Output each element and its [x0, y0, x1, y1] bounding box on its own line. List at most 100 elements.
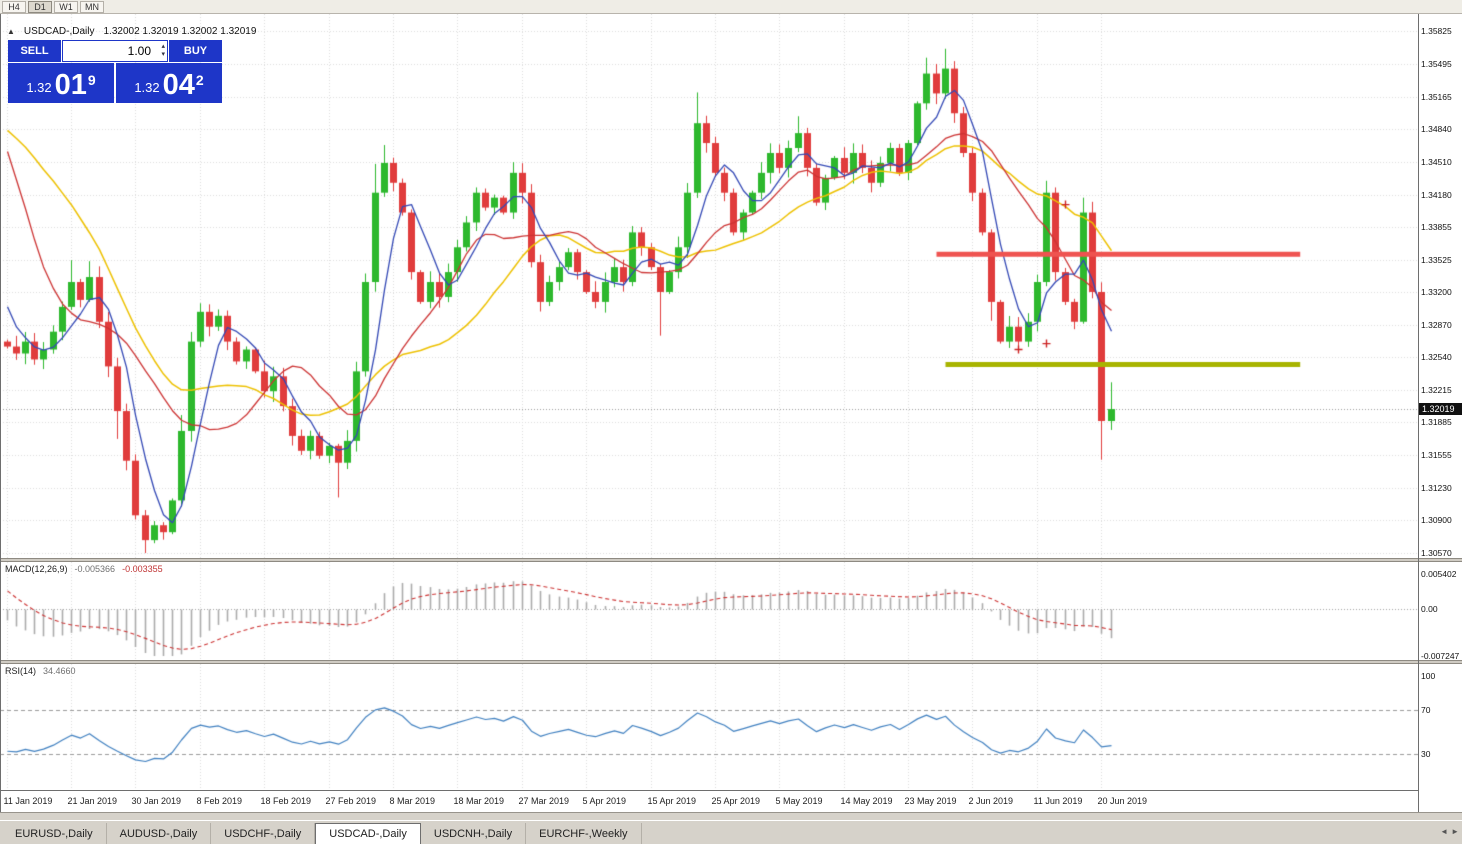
current-price-tag: 1.32019 [1419, 403, 1462, 416]
date-axis-label: 20 Jun 2019 [1097, 796, 1148, 806]
tab-scroll-left-icon[interactable]: ◄ [1440, 827, 1449, 836]
timeframe-button-h4[interactable]: H4 [2, 0, 26, 13]
macd-signal-value: -0.003355 [122, 564, 163, 574]
date-axis-label: 27 Feb 2019 [325, 796, 377, 806]
chart-title-line: ▲ USDCAD-,Daily 1.32002 1.32019 1.32002 … [7, 26, 256, 37]
price-chart-canvas[interactable] [0, 14, 1418, 558]
date-axis-label: 15 Apr 2019 [647, 796, 697, 806]
macd-scale-label: 0.00 [1421, 604, 1438, 615]
macd-scale[interactable]: 0.005402 0.00 -0.007247 [1419, 562, 1462, 661]
chart-tabs-bar: EURUSD-,Daily AUDUSD-,Daily USDCHF-,Daily U… [0, 820, 1462, 844]
date-axis-label: 27 Mar 2019 [518, 796, 570, 806]
price-scale-label: 1.31230 [1421, 482, 1452, 493]
chart-tab-eurchf-weekly[interactable]: EURCHF-,Weekly [526, 823, 642, 844]
chart-ohlc-values: 1.32002 1.32019 1.32002 1.32019 [103, 26, 257, 37]
price-scale-label: 1.31555 [1421, 450, 1452, 461]
timeframe-button-d1[interactable]: D1 [28, 0, 52, 13]
sell-price-pip-digit: 9 [87, 72, 96, 88]
price-scale-label: 1.32870 [1421, 319, 1452, 330]
date-axis-label: 21 Jan 2019 [67, 796, 118, 806]
macd-label-line: MACD(12,26,9) -0.005366 -0.003355 [5, 564, 163, 574]
macd-scale-label: 0.005402 [1421, 569, 1457, 579]
timeframe-toolbar: H4 D1 W1 MN [0, 0, 1462, 14]
tab-scroll-arrows: ◄ ► [1440, 827, 1459, 837]
price-scale-label: 1.34840 [1421, 124, 1452, 135]
price-scale-label: 1.35165 [1421, 91, 1452, 102]
date-axis-label: 2 Jun 2019 [968, 796, 1014, 806]
tab-scroll-right-icon[interactable]: ► [1451, 827, 1459, 836]
volume-up-button[interactable]: ▴ [161, 43, 165, 50]
sell-price-display[interactable]: 1.32 01 9 [8, 63, 114, 103]
price-scale-label: 1.33855 [1421, 221, 1452, 232]
price-scale-label: 1.35495 [1421, 59, 1452, 70]
one-click-trading-panel: SELL 1.00 ▴ ▾ BUY 1.32 01 9 1 [8, 40, 222, 103]
volume-spinner: ▴ ▾ [161, 43, 165, 59]
volume-input[interactable]: 1.00 ▴ ▾ [62, 40, 168, 62]
buy-price-prefix: 1.32 [134, 80, 160, 95]
macd-panel: MACD(12,26,9) -0.005366 -0.003355 [0, 562, 1418, 660]
rsi-value: 34.4660 [43, 666, 76, 676]
chart-tab-audusd-daily[interactable]: AUDUSD-,Daily [107, 823, 212, 844]
price-scale-label: 1.34180 [1421, 189, 1452, 200]
chart-tab-usdchf-daily[interactable]: USDCHF-,Daily [211, 823, 316, 844]
sell-button[interactable]: SELL [8, 40, 61, 62]
volume-down-button[interactable]: ▾ [161, 51, 165, 58]
price-scale-label: 1.30900 [1421, 515, 1452, 526]
rsi-scale-label: 100 [1421, 671, 1436, 681]
chart-symbol-label: USDCAD-,Daily [23, 26, 95, 37]
panel-splitter[interactable] [0, 558, 1462, 562]
chart-tab-eurusd-daily[interactable]: EURUSD-,Daily [2, 823, 107, 844]
rsi-scale-label: 70 [1421, 704, 1431, 715]
rsi-indicator-name: RSI(14) [5, 666, 37, 676]
rsi-label-line: RSI(14) 34.4660 [5, 666, 76, 676]
volume-value: 1.00 [127, 44, 151, 58]
date-axis-label: 14 May 2019 [840, 796, 893, 806]
buy-button[interactable]: BUY [169, 40, 222, 62]
date-axis-label: 18 Mar 2019 [453, 796, 505, 806]
macd-scale-label: -0.007247 [1421, 651, 1460, 661]
sell-price-prefix: 1.32 [26, 80, 52, 95]
rsi-canvas[interactable] [0, 664, 1418, 790]
macd-main-value: -0.005366 [74, 564, 116, 574]
date-axis-label: 23 May 2019 [904, 796, 957, 806]
timeframe-button-mn[interactable]: MN [80, 0, 104, 13]
date-axis-label: 8 Feb 2019 [196, 796, 243, 806]
date-axis-label: 25 Apr 2019 [711, 796, 761, 806]
date-axis-label: 30 Jan 2019 [131, 796, 182, 806]
price-scale-label: 1.32215 [1421, 384, 1452, 395]
main-chart-panel: ▲ USDCAD-,Daily 1.32002 1.32019 1.32002 … [0, 14, 1418, 558]
buy-price-pip-digit: 2 [195, 72, 204, 88]
sell-price-big-digits: 01 [54, 69, 87, 101]
rsi-scale[interactable]: 100 70 30 [1419, 664, 1462, 790]
one-click-panel-toggle-icon[interactable]: ▲ [7, 27, 15, 36]
price-scale-label: 1.35825 [1421, 26, 1452, 37]
chart-tab-usdcnh-daily[interactable]: USDCNH-,Daily [421, 823, 527, 844]
panel-splitter[interactable] [0, 660, 1462, 664]
price-scale-label: 1.31885 [1421, 417, 1452, 428]
price-scale-label: 1.33525 [1421, 254, 1452, 265]
bottom-strip [0, 812, 1462, 820]
price-scale-label: 1.34510 [1421, 156, 1452, 167]
macd-canvas[interactable] [0, 562, 1418, 660]
price-scale-label: 1.33200 [1421, 286, 1452, 297]
date-axis[interactable]: 11 Jan 2019 21 Jan 2019 30 Jan 2019 8 Feb 2… [0, 790, 1418, 812]
chart-tabs: EURUSD-,Daily AUDUSD-,Daily USDCHF-,Daily U… [2, 823, 642, 844]
buy-price-big-digits: 04 [162, 69, 195, 101]
rsi-panel: RSI(14) 34.4660 [0, 664, 1418, 790]
main-price-scale[interactable]: 1.35825 1.35495 1.35165 1.34840 1.34510 1.341… [1419, 14, 1462, 558]
price-scale-label: 1.30570 [1421, 548, 1452, 559]
scale-separator [1418, 14, 1419, 812]
chart-workspace: ▲ USDCAD-,Daily 1.32002 1.32019 1.32002 … [0, 14, 1462, 820]
chart-tab-usdcad-daily[interactable]: USDCAD-,Daily [315, 823, 421, 844]
date-axis-label: 11 Jan 2019 [3, 796, 53, 806]
date-axis-label: 5 May 2019 [775, 796, 823, 806]
date-axis-label: 8 Mar 2019 [389, 796, 436, 806]
rsi-scale-label: 30 [1421, 749, 1431, 760]
buy-price-display[interactable]: 1.32 04 2 [116, 63, 222, 103]
timeframe-button-w1[interactable]: W1 [54, 0, 78, 13]
date-axis-label: 11 Jun 2019 [1033, 796, 1083, 806]
date-axis-label: 5 Apr 2019 [582, 796, 627, 806]
macd-indicator-name: MACD(12,26,9) [5, 564, 68, 574]
date-axis-label: 18 Feb 2019 [260, 796, 312, 806]
